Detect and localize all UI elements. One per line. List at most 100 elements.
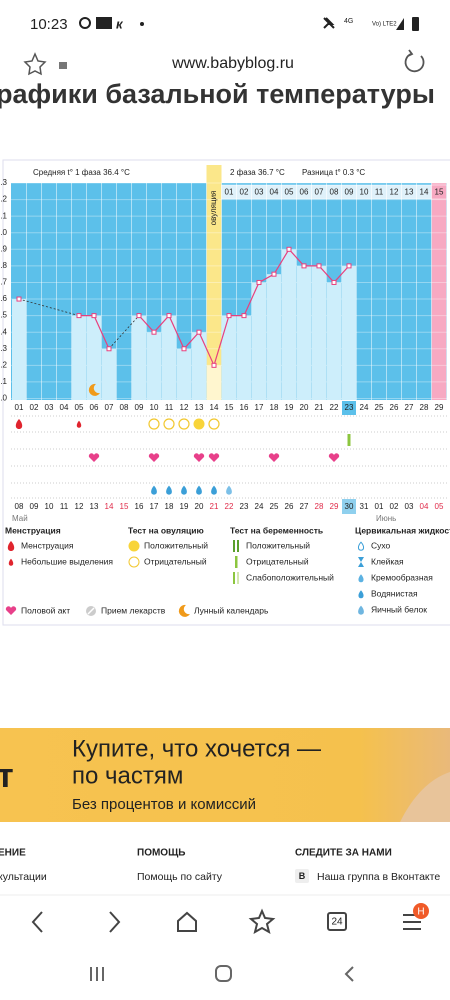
today-cell [342,401,356,415]
bar [267,274,281,400]
intercourse-icon [148,453,160,462]
ad-banner[interactable] [0,728,450,822]
y-tick-label: 36.8 [0,261,8,270]
network: 4G [344,18,353,25]
home-button[interactable] [177,911,197,932]
phase2-day: 03 [255,188,264,197]
intercourse-icon [268,453,280,462]
cycle-day: 12 [180,403,189,412]
chart: Средняя t° 1 фаза 36.4 °C 2 фаза 36.7 °C Р… [0,165,450,617]
date: 01 [375,502,384,511]
ovulation-negative-icon [208,418,220,430]
phase2-day: 15 [435,188,444,197]
footer-link[interactable]: Помощь по сайту [137,871,223,883]
forward-button[interactable] [109,911,121,933]
legend-icon [128,556,140,568]
bar [327,282,341,400]
tabs-button[interactable] [327,912,347,931]
bar [252,282,266,400]
legend-icon [237,540,239,552]
footer-link[interactable]: культации [0,871,47,883]
y-tick-label: 36.3 [0,344,8,353]
bar [207,365,221,400]
cycle-day: 23 [345,403,354,412]
date: 27 [300,502,309,511]
ovulation-negative-icon [163,418,175,430]
cycle-day: 07 [105,403,114,412]
temp-point [346,263,352,269]
legend-icon [233,540,235,552]
temp-point [91,313,97,319]
today-date-cell [342,499,356,514]
legend-item: Водянистая [371,588,418,598]
cycle-day: 10 [150,403,159,412]
temp-point [256,279,262,285]
legend-icon [7,541,15,551]
date: 12 [75,502,84,511]
footer-link[interactable]: Наша группа в Вконтакте [317,871,440,883]
legend-item: Яичный белок [371,604,427,614]
legend-item: Отрицательный [144,556,207,566]
date: 29 [330,502,339,511]
footer-title: ЕНИЕ [0,848,26,859]
recent-apps[interactable] [90,967,104,981]
y-tick-label: 36.0 [0,394,8,403]
cervical-watery-icon [166,485,172,495]
cycle-day: 16 [240,403,249,412]
ad-subtitle: Без процентов и комиссий [72,796,256,813]
home-key[interactable] [215,965,232,982]
legend-item: Менструация [21,540,74,550]
cycle-day: 08 [120,403,129,412]
date: 18 [165,502,174,511]
temp-point [301,263,307,269]
reload-icon[interactable] [404,49,425,73]
date: 05 [435,502,444,511]
cervical-watery-icon [181,485,187,495]
footer: ЕНИЕ культации ПОМОЩЬ Помощь по сайту СЛЕДИТ… [0,848,440,883]
phase2-day: 14 [420,188,429,197]
month: Май [12,514,28,523]
legend-item: Положительный [246,540,310,550]
legend-item: Кремообразная [371,572,433,582]
intercourse-icon [208,453,220,462]
date: 10 [45,502,54,511]
mute-icon [323,17,335,29]
footer-title: ПОМОЩЬ [137,848,185,859]
legend-icon [357,541,365,551]
bookmark-icon[interactable] [23,52,47,76]
cycle-day: 09 [135,403,144,412]
back-key[interactable] [344,966,354,982]
date: 03 [405,502,414,511]
date: 13 [90,502,99,511]
cycle-day: 03 [45,403,54,412]
cycle-day: 28 [420,403,429,412]
vk-icon [295,869,309,883]
intercourse-icon [88,453,100,462]
phase2-day: 08 [330,188,339,197]
temp-point [166,313,172,319]
bar [162,315,176,400]
date: 26 [285,502,294,511]
battery [412,17,419,31]
bar [192,332,206,400]
y-tick-label: 37.0 [0,228,8,237]
bookmarks-button[interactable] [248,908,276,935]
ovulation-negative-icon [148,418,160,430]
cycle-day: 13 [195,403,204,412]
phase2-day: 05 [285,188,294,197]
date: 19 [180,502,189,511]
date: 17 [150,502,159,511]
phase1-label: Средняя t° 1 фаза 36.4 °C [33,168,130,177]
legend-icon [8,558,14,566]
phase2-day: 10 [360,188,369,197]
back-button[interactable] [31,911,43,933]
k-icon: к [116,16,124,31]
moon-icon [88,383,100,396]
bar [87,315,101,400]
ovulation-positive-icon [193,418,205,430]
legend-icon [128,540,140,552]
legend-title: Тест на овуляцию [128,525,204,535]
legend-title: Тест на беременность [230,525,323,535]
url[interactable]: www.babyblog.ru [171,55,294,72]
legend-icon [178,604,190,617]
